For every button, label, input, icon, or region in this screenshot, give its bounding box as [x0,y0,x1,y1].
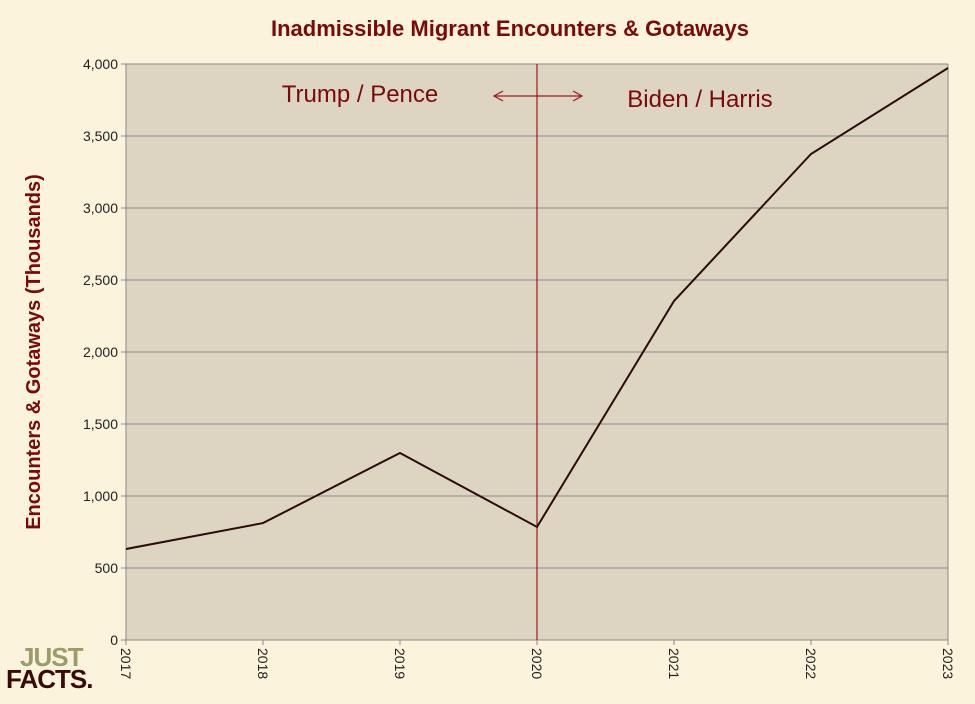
x-tick-label: 2020 [529,648,545,679]
y-axis-label: Encounters & Gotaways (Thousands) [23,174,45,530]
y-tick-label: 1,000 [83,488,118,504]
y-tick-label: 0 [110,632,118,648]
x-tick-label: 2019 [392,648,408,679]
y-tick-label: 500 [95,560,119,576]
annotation-biden-harris: Biden / Harris [627,86,772,113]
logo-line2: FACTS. [6,664,93,694]
y-tick-label: 2,000 [83,344,118,360]
y-tick-label: 3,500 [83,128,118,144]
y-tick-label: 4,000 [83,56,118,72]
x-tick-label: 2017 [118,648,134,679]
x-tick-label: 2021 [666,648,682,679]
x-tick-label: 2023 [940,648,956,679]
annotation-trump-pence: Trump / Pence [282,81,439,108]
x-tick-label: 2018 [255,648,271,679]
x-tick-label: 2022 [803,648,819,679]
y-tick-label: 2,500 [83,272,118,288]
chart-title: Inadmissible Migrant Encounters & Gotawa… [271,16,749,41]
y-tick-label: 1,500 [83,416,118,432]
just-facts-logo: JUST FACTS. [6,642,93,694]
logo-line1: JUST [20,642,83,672]
double-arrow-icon [492,90,584,102]
series-line [125,67,949,550]
y-tick-label: 3,000 [83,200,118,216]
